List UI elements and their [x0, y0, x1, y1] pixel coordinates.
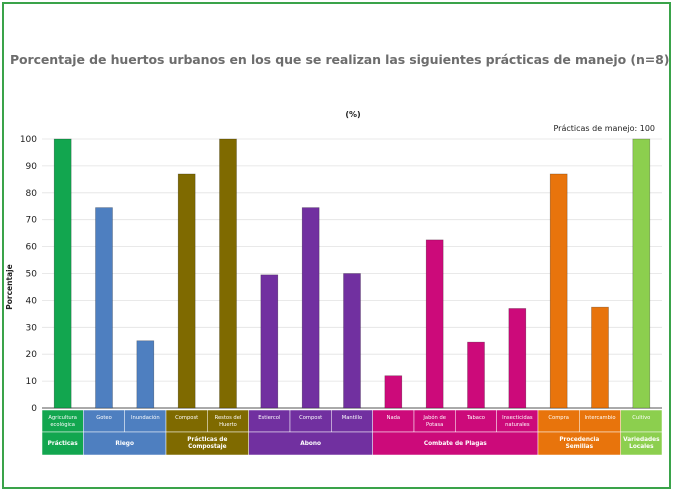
group-label: Abono — [300, 441, 321, 447]
group-label: Riego — [115, 441, 134, 447]
category-box — [124, 409, 167, 433]
bar — [467, 341, 485, 409]
y-tick-label: 70 — [26, 216, 38, 226]
bar — [591, 306, 609, 409]
y-axis-ticks: 0 10 20 30 40 50 60 70 80 90 100 — [20, 135, 37, 414]
group-label: Procedencia Semillas — [559, 437, 599, 450]
y-tick-label: 100 — [20, 135, 37, 145]
category-boxes: Agricultura ecológica Goteo Inundación Compo… — [41, 409, 663, 433]
y-tick-label: 50 — [26, 270, 38, 280]
group-label: Combate de Plagas — [424, 441, 487, 447]
bar — [384, 375, 403, 409]
group-box — [620, 431, 663, 456]
y-tick-label: 30 — [26, 323, 38, 333]
category-box — [620, 409, 663, 433]
x-tick-label: Estiercol — [258, 415, 280, 421]
x-tick-label: Compra — [548, 415, 568, 421]
x-tick-label: Jabón de Potasa — [422, 414, 446, 428]
x-tick-label: Restos del Huerto — [215, 415, 242, 428]
category-box — [579, 409, 621, 433]
bars — [53, 138, 651, 409]
chart-title: Porcentaje de huertos urbanos en los que… — [10, 52, 670, 67]
x-tick-label: Compost — [299, 415, 322, 421]
y-tick-label: 80 — [26, 189, 38, 199]
category-box — [165, 409, 208, 433]
bar — [632, 138, 651, 409]
x-tick-label: Nada — [387, 415, 401, 421]
group-label: Prácticas — [48, 440, 79, 447]
bar — [508, 308, 527, 409]
y-tick-label: 60 — [26, 243, 38, 253]
bar — [95, 207, 113, 409]
bar — [53, 138, 72, 409]
x-tick-label: Goteo — [96, 415, 112, 421]
x-tick-label: Intercambio — [584, 415, 615, 421]
x-tick-label: Tabaco — [466, 415, 485, 421]
category-box — [455, 409, 497, 433]
group-boxes: Prácticas Riego Prácticas de Compostaje Abon… — [41, 431, 663, 456]
bar — [343, 273, 361, 409]
x-tick-label: Agricultura ecológica — [48, 415, 77, 428]
annotation-label: Prácticas de manejo: 100 — [554, 124, 656, 133]
group-label: Variedades Locales — [623, 437, 660, 450]
category-box — [413, 409, 456, 433]
x-tick-label: Mantillo — [342, 415, 362, 421]
bar — [549, 173, 568, 409]
y-tick-label: 20 — [26, 350, 38, 360]
group-label: Prácticas de Compostaje — [187, 436, 227, 450]
bar — [219, 138, 237, 409]
bar — [301, 207, 320, 409]
y-tick-label: 90 — [26, 162, 38, 172]
x-tick-label: Compost — [175, 415, 198, 421]
y-tick-label: 0 — [31, 404, 37, 414]
category-box — [331, 409, 373, 433]
category-box — [83, 409, 125, 433]
x-tick-label: Insecticidas naturales — [502, 415, 533, 428]
category-box — [289, 409, 332, 433]
x-tick-label: Inundación — [131, 414, 160, 421]
bar — [260, 274, 279, 409]
unit-label: (%) — [345, 110, 360, 119]
y-axis-label: Porcentaje — [5, 264, 14, 310]
category-box — [41, 409, 84, 433]
bar — [425, 239, 444, 409]
category-box — [372, 409, 415, 433]
category-box — [248, 409, 291, 433]
category-box — [496, 409, 539, 433]
y-tick-label: 40 — [26, 296, 38, 306]
y-tick-label: 10 — [26, 377, 38, 387]
category-box — [207, 409, 249, 433]
bar — [177, 173, 196, 409]
bar — [136, 340, 155, 409]
x-tick-label: Cultivo — [632, 415, 650, 421]
category-box — [537, 409, 580, 433]
